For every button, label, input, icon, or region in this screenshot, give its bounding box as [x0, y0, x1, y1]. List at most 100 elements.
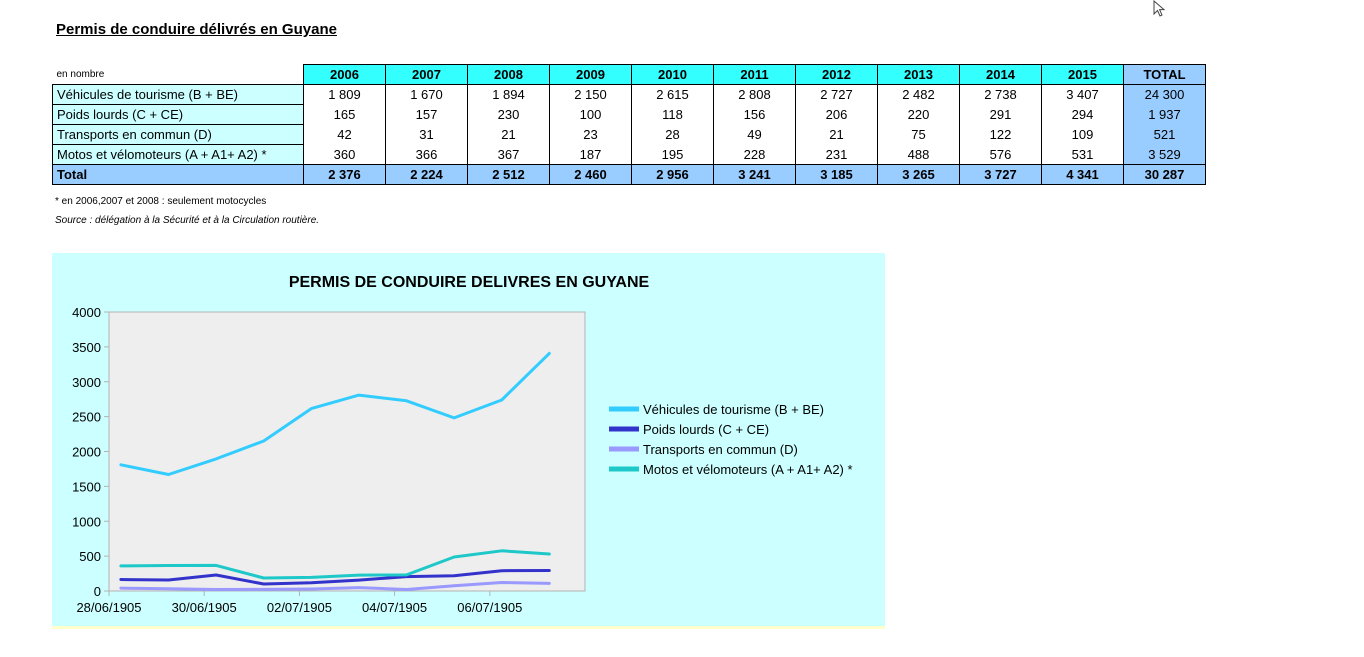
table-cell: 31 — [385, 124, 468, 145]
table-cell: 156 — [713, 104, 796, 125]
row-total: 521 — [1123, 124, 1206, 145]
table-cell: 3 407 — [1041, 84, 1124, 105]
table-cell: 2 738 — [959, 84, 1042, 105]
table-cell: 3 265 — [877, 164, 960, 185]
year-header: 2014 — [959, 64, 1042, 85]
table-cell: 165 — [303, 104, 386, 125]
table-cell: 531 — [1041, 144, 1124, 165]
total-header: TOTAL — [1123, 64, 1206, 85]
table-row: Total 2 376 2 224 2 512 2 460 2 956 3 241 3 185… — [52, 164, 1206, 185]
table-cell: 366 — [385, 144, 468, 165]
table-cell: 2 482 — [877, 84, 960, 105]
table-cell: 2 150 — [549, 84, 632, 105]
table-cell: 1 809 — [303, 84, 386, 105]
row-label: Poids lourds (C + CE) — [52, 104, 304, 125]
table-cell: 75 — [877, 124, 960, 145]
table-cell: 206 — [795, 104, 878, 125]
permits-table: en nombre 2006 2007 2008 2009 2010 2011 2012 20… — [52, 64, 1206, 185]
plot-area — [108, 311, 586, 592]
table-cell: 21 — [467, 124, 550, 145]
row-total: 30 287 — [1123, 164, 1206, 185]
source-note: Source : délégation à la Sécurité et à l… — [55, 215, 320, 226]
legend-label: Véhicules de tourisme (B + BE) — [643, 402, 824, 417]
x-tick-label: 06/07/1905 — [457, 600, 522, 615]
table-cell: 49 — [713, 124, 796, 145]
table-cell: 360 — [303, 144, 386, 165]
chart-title: PERMIS DE CONDUIRE DELIVRES EN GUYANE — [289, 274, 650, 291]
row-total: 1 937 — [1123, 104, 1206, 125]
table-cell: 122 — [959, 124, 1042, 145]
row-label: Total — [52, 164, 304, 185]
series-line — [119, 569, 551, 586]
series-line — [119, 351, 551, 476]
table-cell: 2 615 — [631, 84, 714, 105]
table-cell: 488 — [877, 144, 960, 165]
table-cell: 100 — [549, 104, 632, 125]
year-header: 2015 — [1041, 64, 1124, 85]
table-cell: 230 — [467, 104, 550, 125]
y-tick-label: 2000 — [72, 445, 101, 460]
x-tick-label: 30/06/1905 — [172, 600, 237, 615]
row-total: 3 529 — [1123, 144, 1206, 165]
table-cell: 2 460 — [549, 164, 632, 185]
table-cell: 1 894 — [467, 84, 550, 105]
table-cell: 2 376 — [303, 164, 386, 185]
row-label: Véhicules de tourisme (B + BE) — [52, 84, 304, 105]
year-header: 2006 — [303, 64, 386, 85]
table-cell: 231 — [795, 144, 878, 165]
y-tick-label: 0 — [94, 584, 101, 599]
table-row: Véhicules de tourisme (B + BE) 1 809 1 670… — [52, 84, 1206, 105]
table-cell: 28 — [631, 124, 714, 145]
table-cell: 187 — [549, 144, 632, 165]
year-header: 2011 — [713, 64, 796, 85]
page-title: Permis de conduire délivrés en Guyane — [56, 21, 337, 38]
table-header-row: en nombre 2006 2007 2008 2009 2010 2011 2012 20… — [52, 64, 1206, 85]
table-cell: 291 — [959, 104, 1042, 125]
table-cell: 2 512 — [467, 164, 550, 185]
year-header: 2008 — [467, 64, 550, 85]
series-line — [119, 549, 551, 580]
legend-label: Poids lourds (C + CE) — [643, 422, 769, 437]
table-cell: 157 — [385, 104, 468, 125]
x-tick-label: 28/06/1905 — [76, 600, 141, 615]
y-tick-label: 3500 — [72, 340, 101, 355]
table-cell: 2 727 — [795, 84, 878, 105]
unit-label: en nombre — [52, 64, 304, 85]
table-cell: 220 — [877, 104, 960, 125]
y-tick-label: 2500 — [72, 410, 101, 425]
table-cell: 2 224 — [385, 164, 468, 185]
table-cell: 2 956 — [631, 164, 714, 185]
series-line — [119, 581, 551, 591]
table-cell: 294 — [1041, 104, 1124, 125]
table-row: Poids lourds (C + CE) 165 157 230 100 118 156 2… — [52, 104, 1206, 125]
y-tick-label: 1000 — [72, 514, 101, 529]
x-tick-label: 04/07/1905 — [362, 600, 427, 615]
y-tick-label: 1500 — [72, 479, 101, 494]
legend-label: Transports en commun (D) — [643, 442, 798, 457]
chart-area: PERMIS DE CONDUIRE DELIVRES EN GUYANE 0 50… — [52, 253, 885, 629]
table-cell: 3 185 — [795, 164, 878, 185]
legend-label: Motos et vélomoteurs (A + A1+ A2) * — [643, 462, 853, 477]
table-cell: 576 — [959, 144, 1042, 165]
y-tick-label: 3000 — [72, 375, 101, 390]
year-header: 2013 — [877, 64, 960, 85]
table-cell: 118 — [631, 104, 714, 125]
table-cell: 4 341 — [1041, 164, 1124, 185]
mouse-cursor-icon — [1153, 0, 1166, 17]
table-cell: 3 727 — [959, 164, 1042, 185]
table-cell: 23 — [549, 124, 632, 145]
row-label: Motos et vélomoteurs (A + A1+ A2) * — [52, 144, 304, 165]
line-chart: PERMIS DE CONDUIRE DELIVRES EN GUYANE 0 50… — [72, 274, 853, 615]
x-tick-label: 02/07/1905 — [267, 600, 332, 615]
year-header: 2012 — [795, 64, 878, 85]
row-label: Transports en commun (D) — [52, 124, 304, 145]
table-row: Transports en commun (D) 42 31 21 23 28 49 21 75… — [52, 124, 1206, 145]
year-header: 2009 — [549, 64, 632, 85]
year-header: 2010 — [631, 64, 714, 85]
row-total: 24 300 — [1123, 84, 1206, 105]
footnote: * en 2006,2007 et 2008 : seulement motoc… — [55, 196, 267, 207]
table-cell: 42 — [303, 124, 386, 145]
table-cell: 1 670 — [385, 84, 468, 105]
y-tick-label: 500 — [79, 549, 101, 564]
table-cell: 21 — [795, 124, 878, 145]
